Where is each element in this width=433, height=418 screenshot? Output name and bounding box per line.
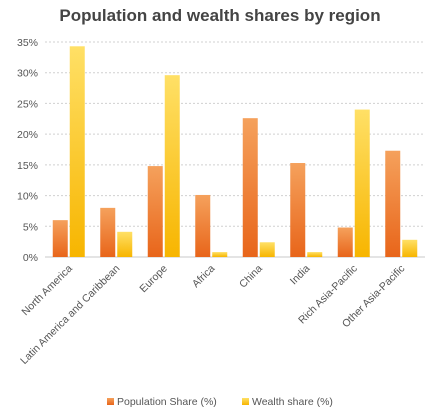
legend-swatch-wealth — [242, 398, 249, 405]
population-bar — [290, 163, 306, 257]
population-bar — [100, 207, 116, 257]
y-tick-label: 10% — [17, 191, 38, 203]
wealth-bar — [117, 231, 133, 257]
chart-title: Population and wealth shares by region — [59, 6, 380, 25]
wealth-bar — [69, 46, 85, 257]
bars — [52, 46, 418, 258]
y-tick-label: 25% — [17, 98, 38, 110]
legend-label-population: Population Share (%) — [117, 396, 217, 408]
category-label: India — [288, 263, 313, 288]
population-bar — [337, 227, 353, 257]
y-tick-label: 0% — [23, 252, 38, 264]
population-bar — [242, 118, 258, 258]
category-label: Africa — [190, 263, 218, 291]
wealth-bar — [212, 252, 228, 257]
y-tick-label: 15% — [17, 160, 38, 172]
population-bar — [195, 194, 211, 257]
category-label: China — [237, 263, 265, 291]
legend-swatch-population — [107, 398, 114, 405]
y-axis-ticks: 0% 5% 10% 15% 20% 25% 30% 35% — [17, 37, 38, 264]
wealth-bar — [307, 252, 323, 257]
y-tick-label: 35% — [17, 37, 38, 49]
legend: Population Share (%) Wealth share (%) — [107, 396, 333, 408]
y-tick-label: 30% — [17, 68, 38, 80]
wealth-bar — [402, 239, 418, 257]
population-bar — [385, 150, 401, 257]
wealth-bar — [164, 75, 180, 258]
population-bar — [52, 220, 68, 257]
population-bar — [147, 166, 163, 257]
category-label: Europe — [137, 263, 170, 296]
wealth-bar — [354, 109, 370, 257]
legend-label-wealth: Wealth share (%) — [252, 396, 333, 408]
y-tick-label: 5% — [23, 221, 38, 233]
y-tick-label: 20% — [17, 129, 38, 141]
wealth-bar — [259, 242, 275, 257]
category-label: Latin America and Caribbean — [18, 263, 122, 367]
